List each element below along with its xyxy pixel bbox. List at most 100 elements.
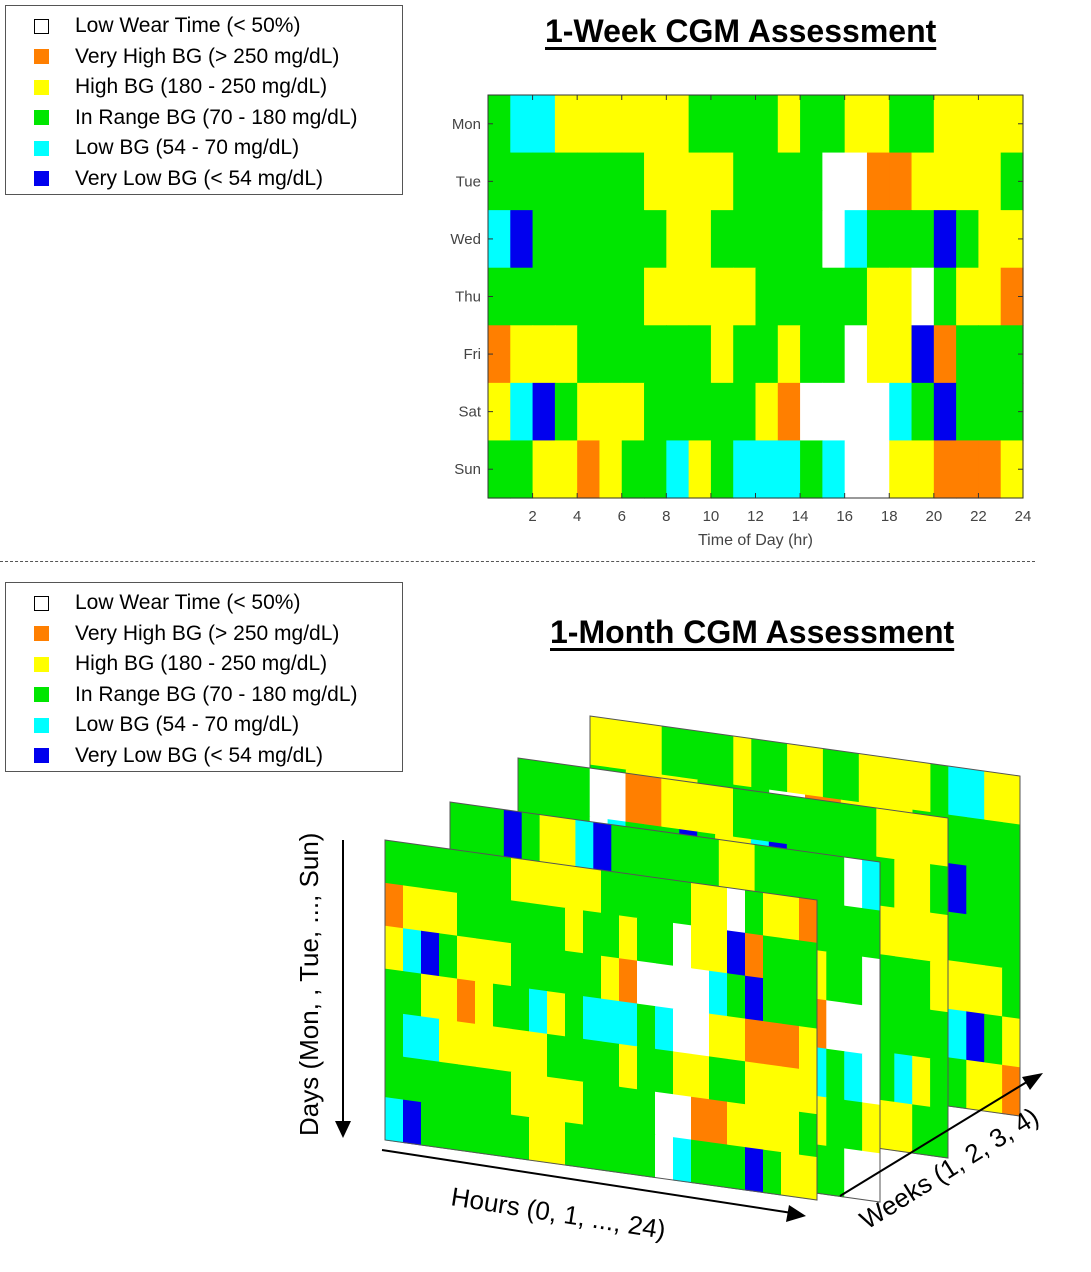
heatmap-cell <box>844 210 868 269</box>
legend-label: Very Low BG (< 54 mg/dL) <box>75 743 324 767</box>
heatmap-cell <box>956 382 980 442</box>
week-chart-title: 1-Week CGM Assessment <box>545 13 937 49</box>
month-cell <box>894 758 913 811</box>
month-cell <box>930 961 949 1013</box>
month-cell <box>826 951 845 1004</box>
x-tick-label: 2 <box>528 508 536 525</box>
month-cell <box>403 885 422 932</box>
month-cell <box>840 751 860 803</box>
month-panel <box>384 839 818 1201</box>
month-cell <box>511 1028 530 1075</box>
month-cell <box>709 885 728 931</box>
month-cell <box>511 1114 530 1161</box>
month-cell <box>421 845 440 891</box>
heatmap-cell <box>866 325 890 384</box>
month-cell <box>601 1041 620 1088</box>
month-cell <box>948 1057 967 1109</box>
month-cell <box>385 1097 404 1143</box>
heatmap-cell <box>844 382 868 442</box>
month-cell <box>781 1023 800 1070</box>
heatmap-cell <box>666 210 690 269</box>
month-cell <box>553 763 573 815</box>
month-cell <box>763 1149 782 1196</box>
heatmap-cell <box>644 152 667 211</box>
month-cell <box>583 1124 602 1171</box>
heatmap-cell <box>822 440 846 499</box>
heatmap-cell <box>599 382 623 442</box>
month-cell <box>565 865 584 911</box>
month-cell <box>781 937 800 984</box>
heatmap-cell <box>510 325 534 384</box>
month-cell <box>547 948 566 995</box>
heatmap-cell <box>733 210 757 269</box>
legend-label: In Range BG (70 - 180 mg/dL) <box>75 682 358 706</box>
heatmap-cell <box>844 325 868 384</box>
month-cell <box>691 882 710 929</box>
month-cell <box>503 809 523 862</box>
heatmap-cell <box>822 95 846 154</box>
heatmap-cell <box>933 95 957 154</box>
month-chart-title: 1-Month CGM Assessment <box>550 614 955 650</box>
heatmap-cell <box>889 440 913 499</box>
month-cell <box>745 932 764 979</box>
month-cell <box>619 872 638 919</box>
month-cell <box>619 915 638 962</box>
month-cell <box>697 783 716 835</box>
heatmap-cell <box>666 267 690 326</box>
heatmap-cell <box>800 267 823 326</box>
month-cell <box>948 960 967 1012</box>
heatmap-cell <box>800 152 823 211</box>
month-cell <box>930 815 949 868</box>
month-cell <box>637 1132 656 1178</box>
month-cell <box>745 890 764 936</box>
x-tick-label: 20 <box>925 508 942 525</box>
month-cell <box>583 953 602 1000</box>
month-cell <box>529 988 548 1035</box>
heatmap-cell <box>800 440 823 499</box>
month-cell <box>745 1061 764 1108</box>
weeks-arrowhead <box>1022 1073 1043 1090</box>
month-cell <box>557 817 576 869</box>
month-cell <box>862 859 881 912</box>
month-cell <box>547 1076 566 1123</box>
heatmap-cell <box>532 267 556 326</box>
month-cell <box>619 958 638 1005</box>
heatmap-cell <box>1000 95 1024 154</box>
heatmap-cell <box>532 210 556 269</box>
month-cell <box>948 863 967 915</box>
month-cell <box>539 814 558 867</box>
month-cell <box>485 807 505 859</box>
month-cell <box>661 726 681 778</box>
month-cell <box>403 971 422 1017</box>
month-cell <box>590 716 609 768</box>
heatmap-cell <box>956 95 980 154</box>
month-cell <box>385 925 404 972</box>
month-cell <box>673 1051 692 1098</box>
hours-arrowhead <box>786 1205 806 1222</box>
heatmap-cell <box>666 95 690 154</box>
month-cell <box>535 760 555 813</box>
month-cell <box>862 908 881 960</box>
heatmap-cell <box>733 325 757 384</box>
month-cell <box>948 1008 967 1061</box>
heatmap-cell <box>822 382 846 442</box>
month-cell <box>1002 773 1021 826</box>
heatmap-cell <box>889 267 913 326</box>
month-cell <box>894 1053 913 1105</box>
heatmap-cell <box>621 382 645 442</box>
month-cell <box>511 857 530 904</box>
month-cell <box>715 785 734 838</box>
month-cell <box>763 1063 782 1110</box>
month-cell <box>826 854 845 907</box>
heatmap-cell <box>688 267 712 326</box>
month-cell <box>799 1026 818 1072</box>
heatmap-cell <box>577 325 601 384</box>
month-cell <box>547 905 566 952</box>
legend-item: In Range BG (70 - 180 mg/dL) <box>6 680 402 711</box>
heatmap-cell <box>1000 267 1024 326</box>
heatmap-cell <box>510 95 534 154</box>
month-cell <box>727 1144 746 1191</box>
legend-week: Low Wear Time (< 50%) Very High BG (> 250… <box>5 5 403 195</box>
month-cell <box>781 1152 800 1198</box>
month-cell <box>421 1102 440 1148</box>
